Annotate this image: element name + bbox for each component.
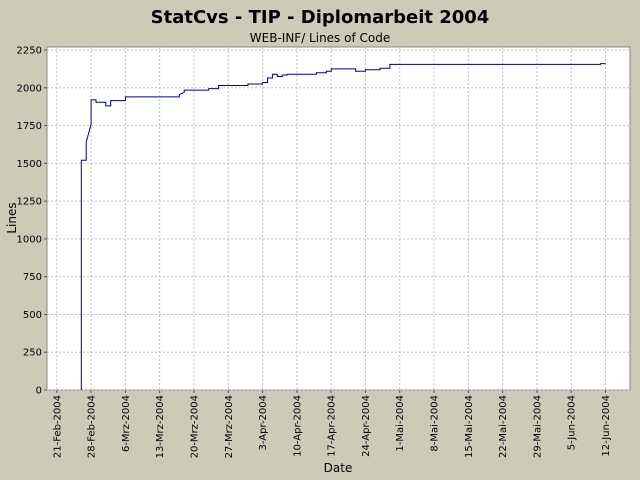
y-axis: 0 250 500 750 1000 1250 1500 1750 2000 2250 xyxy=(17,46,47,397)
x-tick-label: 20-Mrz-2004 xyxy=(189,395,200,458)
y-tick-label: 2250 xyxy=(17,46,42,57)
x-tick-label: 17-Apr-2004 xyxy=(327,395,338,457)
chart-title: StatCvs - TIP - Diplomarbeit 2004 xyxy=(151,7,490,28)
y-tick-label: 2000 xyxy=(17,83,42,94)
y-tick-label: 0 xyxy=(36,386,42,397)
x-axis: 21-Feb-2004 28-Feb-2004 6-Mrz-2004 13-Mrz-2… xyxy=(52,390,612,458)
x-tick-label: 24-Apr-2004 xyxy=(361,395,372,457)
x-tick-label: 3-Apr-2004 xyxy=(258,395,269,450)
x-tick-label: 12-Jun-2004 xyxy=(601,395,612,457)
x-tick-label: 13-Mrz-2004 xyxy=(155,395,166,458)
x-tick-label: 22-Mai-2004 xyxy=(498,395,509,458)
y-tick-label: 250 xyxy=(23,348,42,359)
plot-area xyxy=(46,46,631,391)
x-tick-label: 10-Apr-2004 xyxy=(292,395,303,457)
x-tick-label: 29-Mai-2004 xyxy=(532,395,543,458)
y-tick-label: 1250 xyxy=(17,197,42,208)
chart-subtitle: WEB-INF/ Lines of Code xyxy=(250,31,390,45)
grid-lines xyxy=(47,47,630,391)
x-tick-label: 8-Mai-2004 xyxy=(430,395,441,452)
x-tick-label: 27-Mrz-2004 xyxy=(224,395,235,458)
x-tick-label: 15-Mai-2004 xyxy=(464,395,475,458)
x-axis-label: Date xyxy=(324,461,353,475)
y-tick-label: 1000 xyxy=(17,234,42,245)
y-tick-label: 500 xyxy=(23,310,42,321)
x-tick-label: 1-Mai-2004 xyxy=(395,395,406,452)
y-tick-label: 750 xyxy=(23,272,42,283)
x-tick-label: 5-Jun-2004 xyxy=(567,395,578,450)
series-line xyxy=(80,63,606,390)
y-tick-label: 1750 xyxy=(17,121,42,132)
y-axis-label: Lines xyxy=(5,202,19,233)
x-tick-label: 21-Feb-2004 xyxy=(52,395,63,458)
x-tick-label: 6-Mrz-2004 xyxy=(121,395,132,452)
x-tick-label: 28-Feb-2004 xyxy=(87,395,98,458)
y-tick-label: 1500 xyxy=(17,159,42,170)
